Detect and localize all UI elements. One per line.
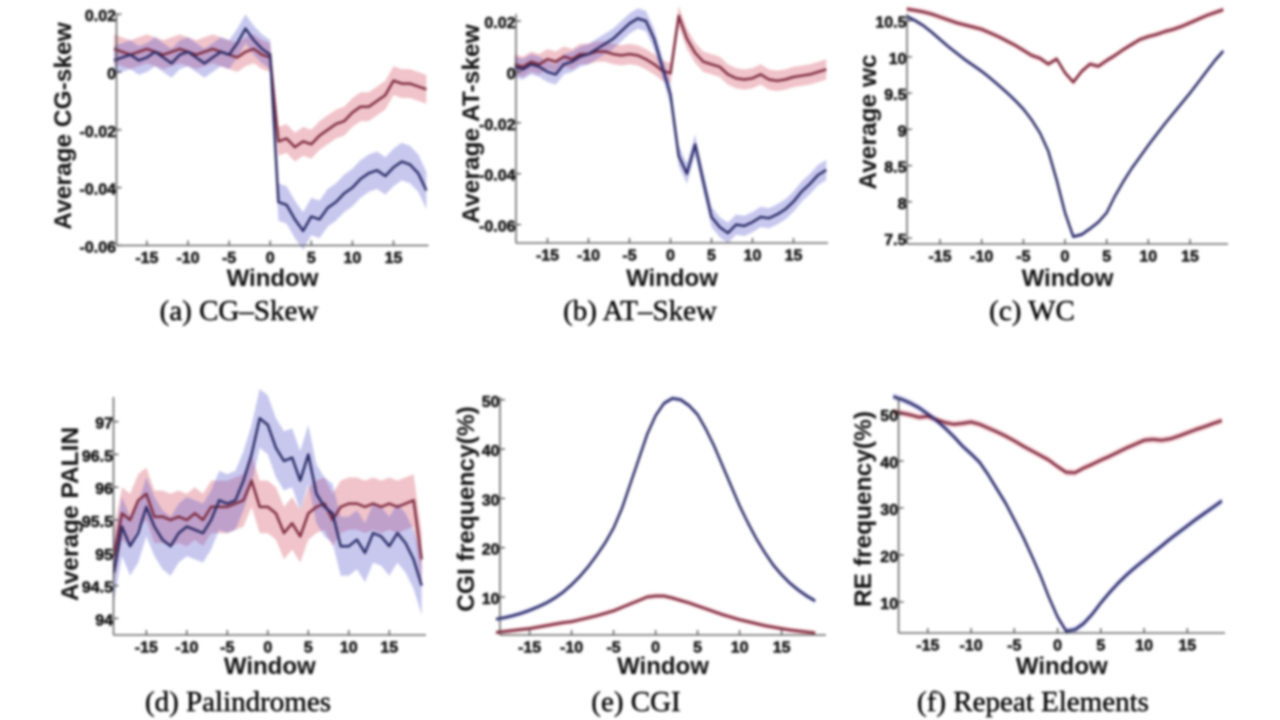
svg-text:-10: -10: [176, 250, 199, 267]
svg-text:0: 0: [507, 66, 516, 83]
svg-text:-15: -15: [135, 250, 158, 267]
svg-text:10: 10: [1139, 249, 1157, 266]
svg-text:5: 5: [707, 248, 716, 265]
svg-text:-5: -5: [1007, 638, 1021, 655]
svg-text:-15: -15: [135, 640, 158, 657]
svg-text:-10: -10: [175, 640, 198, 657]
svg-text:(e) CGI: (e) CGI: [591, 686, 680, 718]
svg-text:95.5: 95.5: [82, 514, 113, 531]
svg-text:-10: -10: [970, 249, 993, 266]
svg-text:(d) Palindromes: (d) Palindromes: [145, 686, 331, 718]
svg-text:Average CG-skew: Average CG-skew: [50, 21, 77, 229]
svg-text:0: 0: [666, 248, 675, 265]
svg-text:0.02: 0.02: [85, 8, 116, 25]
svg-text:RE frequency(%): RE frequency(%): [850, 411, 877, 607]
svg-text:0: 0: [1053, 638, 1062, 655]
svg-text:Window: Window: [1022, 265, 1114, 292]
svg-text:10: 10: [344, 250, 362, 267]
svg-text:0: 0: [1061, 249, 1070, 266]
svg-text:-5: -5: [220, 640, 234, 657]
svg-text:5: 5: [1102, 249, 1111, 266]
svg-text:-0.02: -0.02: [479, 117, 516, 134]
svg-text:-5: -5: [606, 640, 620, 657]
svg-text:-15: -15: [518, 640, 541, 657]
svg-text:15: 15: [1181, 249, 1199, 266]
svg-text:50: 50: [482, 394, 500, 411]
svg-text:40: 40: [880, 455, 898, 472]
svg-text:Average AT-skew: Average AT-skew: [458, 23, 485, 223]
svg-text:-5: -5: [1016, 249, 1030, 266]
svg-text:-10: -10: [577, 248, 600, 265]
svg-text:-5: -5: [622, 248, 636, 265]
svg-text:-15: -15: [536, 248, 559, 265]
svg-text:(f) Repeat Elements: (f) Repeat Elements: [917, 686, 1149, 718]
svg-text:5: 5: [693, 640, 702, 657]
svg-text:9: 9: [898, 123, 907, 140]
svg-text:5: 5: [304, 640, 313, 657]
svg-text:20: 20: [482, 542, 500, 559]
svg-text:-0.04: -0.04: [80, 182, 117, 199]
svg-text:0: 0: [266, 250, 275, 267]
svg-text:10: 10: [731, 640, 749, 657]
svg-text:30: 30: [880, 502, 898, 519]
svg-text:5: 5: [1096, 638, 1105, 655]
svg-text:Window: Window: [617, 653, 709, 680]
svg-text:15: 15: [773, 640, 791, 657]
svg-text:-5: -5: [222, 250, 236, 267]
svg-text:Window: Window: [1016, 653, 1108, 680]
svg-text:-0.02: -0.02: [80, 124, 117, 141]
svg-text:0.02: 0.02: [484, 15, 515, 32]
svg-text:97: 97: [95, 416, 113, 433]
svg-text:15: 15: [380, 640, 398, 657]
svg-text:94.5: 94.5: [82, 580, 113, 597]
svg-text:50: 50: [880, 408, 898, 425]
svg-text:96.5: 96.5: [82, 448, 113, 465]
svg-text:15: 15: [1178, 638, 1196, 655]
svg-text:Window: Window: [626, 265, 718, 292]
svg-text:20: 20: [880, 549, 898, 566]
svg-text:15: 15: [385, 250, 403, 267]
svg-text:-0.06: -0.06: [479, 219, 516, 236]
svg-text:(b) AT–Skew: (b) AT–Skew: [563, 295, 717, 327]
svg-text:8: 8: [898, 196, 907, 213]
svg-text:8.5: 8.5: [884, 160, 906, 177]
svg-text:96: 96: [95, 481, 113, 498]
svg-text:-15: -15: [928, 249, 951, 266]
svg-text:95: 95: [95, 547, 113, 564]
svg-text:0: 0: [263, 640, 272, 657]
svg-text:0: 0: [651, 640, 660, 657]
svg-text:-15: -15: [916, 638, 939, 655]
svg-text:Average PALIN: Average PALIN: [57, 427, 84, 601]
svg-text:10: 10: [880, 596, 898, 613]
svg-text:0: 0: [107, 66, 116, 83]
svg-text:-0.06: -0.06: [80, 239, 117, 256]
svg-text:40: 40: [482, 443, 500, 460]
svg-text:30: 30: [482, 492, 500, 509]
svg-text:-0.04: -0.04: [479, 168, 516, 185]
svg-text:-10: -10: [560, 640, 583, 657]
svg-text:10.5: 10.5: [875, 15, 906, 32]
svg-text:(a) CG–Skew: (a) CG–Skew: [160, 295, 319, 327]
svg-text:-10: -10: [960, 638, 983, 655]
svg-text:CGI frequency(%): CGI frequency(%): [453, 406, 480, 612]
svg-text:Window: Window: [227, 265, 319, 292]
svg-text:94: 94: [95, 612, 113, 629]
svg-text:15: 15: [785, 248, 803, 265]
svg-text:7.5: 7.5: [884, 232, 906, 249]
svg-text:Average wc: Average wc: [855, 54, 882, 189]
svg-text:Window: Window: [224, 653, 316, 680]
svg-text:10: 10: [889, 51, 907, 68]
svg-text:10: 10: [1135, 638, 1153, 655]
svg-text:(c) WC: (c) WC: [989, 295, 1075, 327]
svg-text:10: 10: [340, 640, 358, 657]
svg-text:5: 5: [307, 250, 316, 267]
svg-text:9.5: 9.5: [884, 87, 906, 104]
svg-text:10: 10: [744, 248, 762, 265]
svg-text:10: 10: [482, 591, 500, 608]
